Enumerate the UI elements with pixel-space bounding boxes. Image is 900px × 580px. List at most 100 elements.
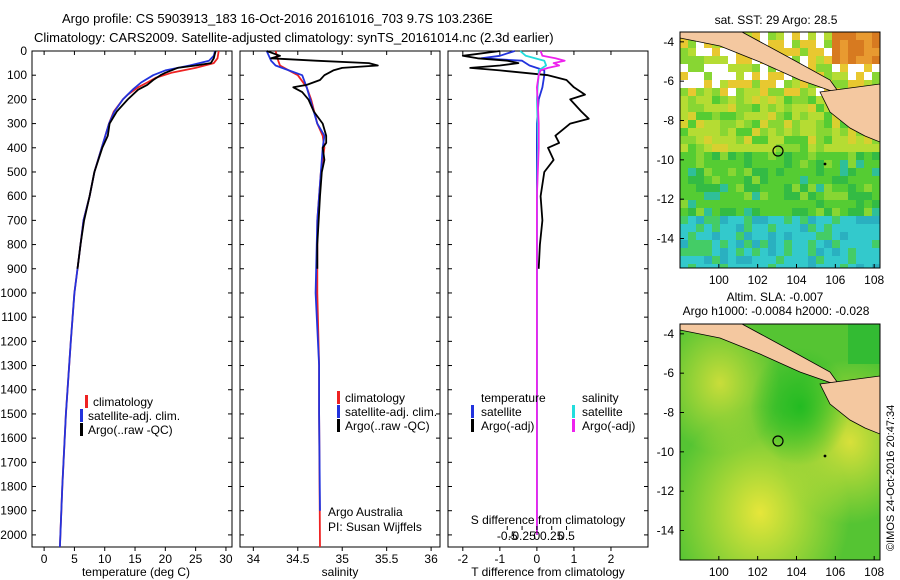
sst-map-frame [679, 31, 881, 269]
sst-cell [704, 224, 712, 232]
x-tick-label: 35.5 [375, 552, 399, 566]
sst-cell [784, 184, 792, 192]
sst-cell [768, 192, 776, 200]
depth-tick-label: 1800 [0, 480, 27, 494]
sst-cell [752, 72, 760, 80]
sst-cell [728, 120, 736, 128]
legend-swatch-satellite [337, 405, 340, 418]
sst-cell [784, 200, 792, 208]
sst-cell [824, 200, 832, 208]
sst-cell [704, 96, 712, 104]
legend-swatch-temp-argo [471, 419, 474, 432]
sst-cell [760, 112, 768, 120]
sst-cell [768, 64, 776, 72]
series-line-argo-raw-qc- [76, 50, 217, 269]
sst-cell [816, 160, 824, 168]
sst-cell [816, 184, 824, 192]
sst-cell [760, 168, 768, 176]
sst-cell [736, 128, 744, 136]
sst-cell [768, 184, 776, 192]
sst-cell [832, 168, 840, 176]
sst-cell [816, 240, 824, 248]
sst-cell [792, 200, 800, 208]
sst-cell [792, 176, 800, 184]
sst-cell [760, 264, 768, 268]
sst-cell [784, 128, 792, 136]
sst-cell [688, 240, 696, 248]
sst-cell [696, 112, 704, 120]
sst-cell [848, 152, 856, 160]
sst-cell [832, 64, 840, 72]
sst-cell [728, 264, 736, 268]
sst-cell [784, 208, 792, 216]
sst-cell [752, 216, 760, 224]
sst-cell [680, 216, 688, 224]
sst-cell [704, 248, 712, 256]
sst-cell [864, 152, 872, 160]
sst-cell [720, 256, 728, 264]
sst-cell [688, 112, 696, 120]
sst-cell [728, 152, 736, 160]
sst-cell [720, 208, 728, 216]
sst-cell [832, 256, 840, 264]
sst-cell [768, 264, 776, 268]
sst-cell [816, 32, 824, 40]
sst-cell [688, 176, 696, 184]
depth-tick-label: 900 [7, 262, 27, 276]
legend-swatch-climatology [85, 395, 88, 408]
sst-cell [840, 152, 848, 160]
sst-cell [840, 240, 848, 248]
sst-cell [704, 176, 712, 184]
sst-cell [704, 104, 712, 112]
sst-cell [744, 224, 752, 232]
sst-cell [696, 120, 704, 128]
sst-cell [696, 40, 704, 48]
sst-cell [720, 56, 728, 64]
sst-cell [688, 192, 696, 200]
sst-cell [856, 224, 864, 232]
sst-cell [776, 128, 784, 136]
lon-tick-label: 100 [709, 273, 729, 287]
sst-cell [856, 144, 864, 152]
sst-cell [712, 232, 720, 240]
sst-cell [832, 160, 840, 168]
sst-cell [848, 192, 856, 200]
sst-cell [712, 248, 720, 256]
sst-cell [712, 120, 720, 128]
sst-cell [832, 264, 840, 268]
sst-cell [752, 232, 760, 240]
sst-cell [760, 160, 768, 168]
sst-cell [712, 200, 720, 208]
sst-cell [704, 240, 712, 248]
sst-cell [688, 128, 696, 136]
sst-cell [696, 160, 704, 168]
sst-cell [720, 176, 728, 184]
sst-cell [760, 64, 768, 72]
sst-cell [800, 32, 808, 40]
s-tick-label: 0 [534, 529, 541, 543]
sst-cell [792, 128, 800, 136]
sst-cell [784, 256, 792, 264]
sst-cell [808, 96, 816, 104]
sst-cell [816, 176, 824, 184]
series-line-climatology [274, 50, 326, 548]
lat-tick-label: -10 [657, 445, 675, 459]
sst-cell [696, 56, 704, 64]
sst-cell [776, 104, 784, 112]
sst-cell [784, 40, 792, 48]
argo-position-marker [772, 145, 784, 157]
sst-cell [728, 88, 736, 96]
sst-cell [872, 248, 880, 256]
sst-cell [696, 256, 704, 264]
t-difference-xlabel: T difference from climatology [471, 565, 625, 579]
legend-swatch-satellite [80, 409, 83, 422]
sst-cell [832, 48, 840, 56]
sst-cell [784, 136, 792, 144]
sst-cell [696, 104, 704, 112]
sst-cell [800, 128, 808, 136]
sst-cell [824, 248, 832, 256]
sst-cell [816, 56, 824, 64]
sst-cell [728, 56, 736, 64]
sst-cell [728, 168, 736, 176]
